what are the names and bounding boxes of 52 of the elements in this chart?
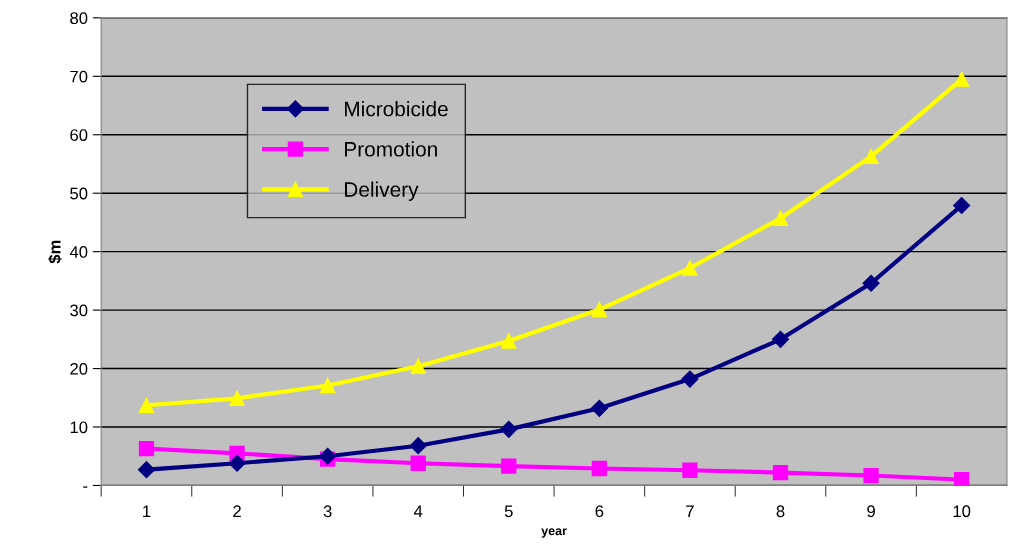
y-tick-label: 30 [70,304,88,317]
point [229,390,245,407]
point [410,358,426,374]
point [863,467,879,484]
point [138,440,155,457]
y-tick-label: 40 [69,246,88,258]
point [501,333,517,349]
y-axis-title: $m [48,240,62,264]
point [681,370,699,388]
x-tick-label: 3 [323,505,332,518]
point [500,420,518,438]
legend-label: Microbicide [345,101,448,117]
point [591,301,607,318]
point [228,454,246,472]
x-tick-label: 2 [233,505,241,517]
x-tick-label: 7 [686,505,694,517]
y-tick-label: 50 [70,187,88,200]
legend-label: Promotion [345,141,437,157]
point [771,330,790,348]
x-tick-label: 1 [143,505,151,517]
point [409,437,427,455]
point [862,274,880,292]
point [772,464,789,481]
point [863,148,879,165]
point [319,447,337,465]
x-tick-label: 5 [504,505,513,518]
point [954,471,970,486]
point [590,399,608,417]
point [137,461,156,479]
y-tick-label: 70 [70,70,88,83]
x-tick-label: 4 [413,505,423,517]
point [682,462,698,478]
point [591,460,607,477]
point [138,397,155,414]
y-tick-label: 10 [70,421,88,434]
point [772,210,789,226]
point [501,458,517,474]
point [319,377,336,394]
y-tick-label: 60 [70,129,88,141]
x-tick-label: 6 [595,505,604,518]
legend-label: Delivery [345,181,419,201]
x-tick-label: 8 [776,505,785,518]
x-tick-label: 9 [867,505,875,518]
point [682,260,698,276]
y-tick-label: 20 [70,362,88,375]
x-tick-label: 10 [953,505,971,518]
point [954,71,970,87]
point [410,455,426,471]
point [953,196,971,215]
x-axis-title: year [541,528,567,538]
y-tick-label: 80 [70,12,88,25]
y-tick-label: - [83,486,88,488]
